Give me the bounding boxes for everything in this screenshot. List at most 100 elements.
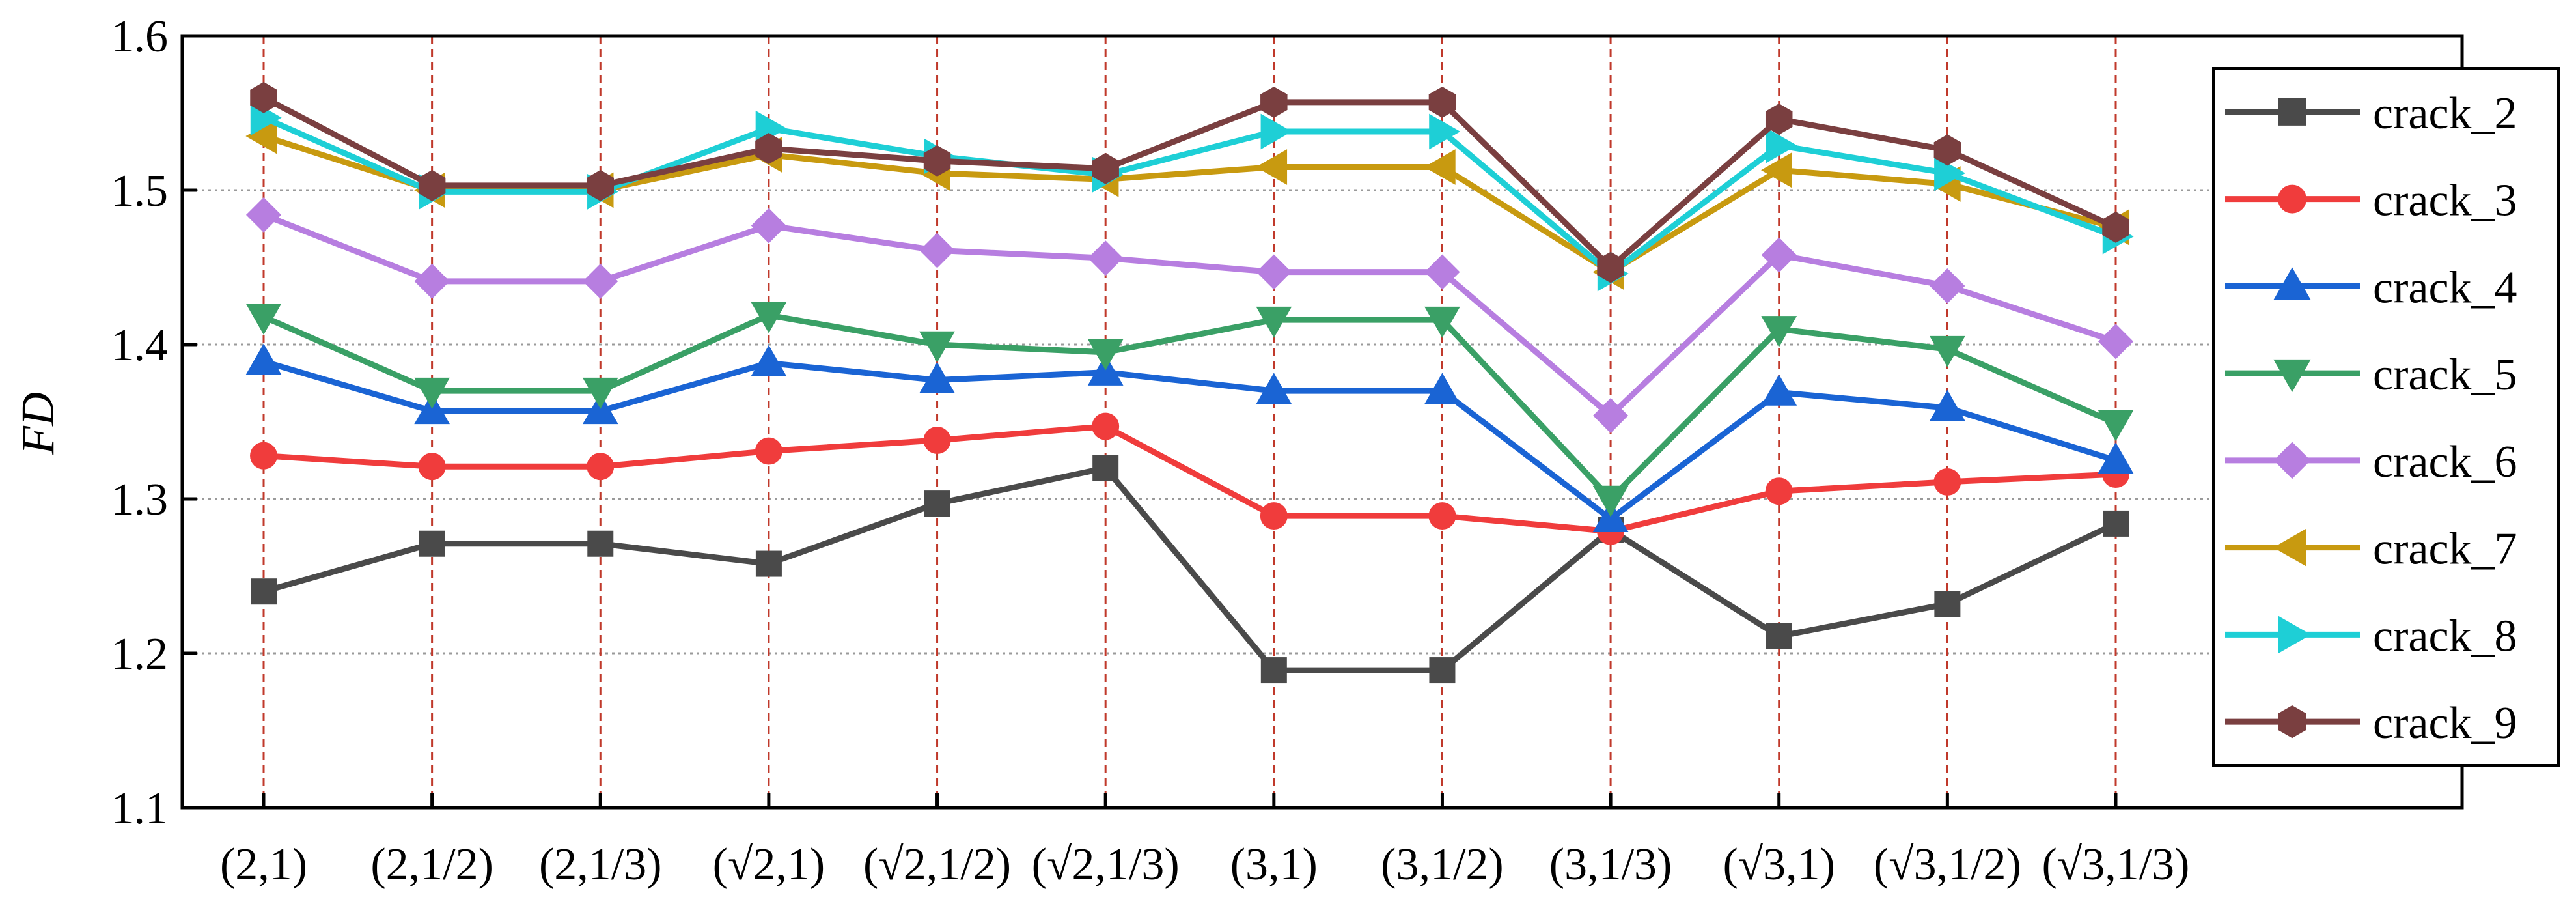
y-tick-label: 1.1 [111,784,169,834]
legend-item: crack_9 [2225,698,2517,748]
data-point [1761,152,1792,188]
series-crack_6 [245,197,2134,434]
data-point [1933,134,1961,166]
series-line [263,423,2116,535]
data-point [1424,254,1460,290]
x-tick-label: (3,1/3) [1549,840,1672,890]
data-point [1424,149,1456,185]
data-point [924,490,950,517]
data-point [414,377,450,409]
x-tick-label: (√3,1) [1723,840,1835,890]
data-point [1256,149,1288,185]
data-point [1429,113,1461,150]
legend-item: crack_2 [2225,89,2517,139]
data-point [1929,389,1965,421]
data-point [923,426,951,454]
data-point [245,197,282,233]
data-point [1424,306,1460,338]
x-tick-label: (2,1/3) [539,840,662,890]
legend: crack_2 crack_3 crack_4 crack_5 crack_6crack… [2212,67,2560,767]
data-point [755,550,782,577]
legend-marker [2273,267,2311,300]
data-point [1087,339,1124,371]
series-crack_9 [250,81,2129,283]
data-point [587,169,615,201]
data-point [582,377,618,409]
data-point [1260,502,1288,530]
legend-item: crack_7 [2225,524,2517,574]
legend-marker [2278,98,2306,126]
data-point [1593,397,1629,434]
y-axis-label: FD [12,392,64,455]
legend-label: crack_5 [2373,350,2517,400]
legend-label: crack_2 [2373,89,2517,139]
data-point [1260,657,1287,684]
series-crack_4 [245,343,2134,533]
legend-item: crack_8 [2225,611,2517,661]
series-line [262,212,2117,419]
data-point [1934,155,1966,191]
series-line [262,94,2117,270]
data-point [2098,442,2134,474]
data-point [1256,306,1292,338]
y-tick-label: 1.2 [111,629,169,679]
data-point [751,208,786,244]
legend-marker [2273,528,2306,567]
data-point [1930,268,1965,304]
data-point [2103,510,2129,537]
data-point [919,233,955,268]
data-point [1092,152,1119,184]
data-point [418,453,446,481]
data-point [751,345,787,376]
data-point [250,81,277,113]
y-tick-label: 1.5 [111,166,169,216]
data-point [583,263,618,299]
y-tick-label: 1.4 [111,320,169,371]
data-point [1256,254,1292,290]
data-point [1761,316,1797,347]
data-point [1256,373,1292,404]
data-point [1260,113,1292,150]
data-point [1429,657,1456,684]
data-point [755,133,782,164]
data-point [1260,86,1288,118]
legend-marker [2278,705,2306,739]
legend-label: crack_9 [2373,698,2517,748]
x-tick-label: (√2,1) [713,840,825,890]
legend-label: crack_8 [2373,611,2517,661]
x-tick-label: (2,1) [220,840,307,890]
data-point [1766,623,1792,649]
data-point [251,578,277,605]
x-tick-label: (√2,1/3) [1032,840,1180,890]
legend-marker [2273,359,2311,393]
data-point [923,145,951,177]
legend-item: crack_4 [2225,262,2517,313]
y-tick-label: 1.3 [111,475,169,525]
series-lines [245,81,2134,684]
legend-box [2212,67,2560,767]
data-point [755,437,782,465]
data-point [919,331,955,363]
series-crack_5 [245,302,2134,517]
legend-item: crack_5 [2225,350,2517,400]
axes: 1.1 1.2 1.3 1.4 1.5 1.6 (2,1) (2,1/2) (2,1/3) (√2… [111,12,2190,890]
data-point [1597,251,1624,283]
data-point [587,530,614,557]
data-point [419,530,445,557]
x-tick-label: (2,1/2) [370,840,493,890]
legend-label: crack_4 [2373,262,2517,313]
data-point [1929,335,1965,367]
data-point [245,343,282,375]
x-tick-label: (√2,1/2) [863,840,1011,890]
data-point [1761,374,1797,406]
data-point [1765,104,1793,135]
legend-item: crack_3 [2225,176,2517,226]
series-line [262,465,2117,673]
legend-marker [2273,442,2311,479]
data-point [2098,410,2134,442]
series-crack_2 [251,455,2129,684]
data-point [2102,211,2129,243]
legend-marker [2278,184,2306,214]
data-point [2098,324,2134,360]
